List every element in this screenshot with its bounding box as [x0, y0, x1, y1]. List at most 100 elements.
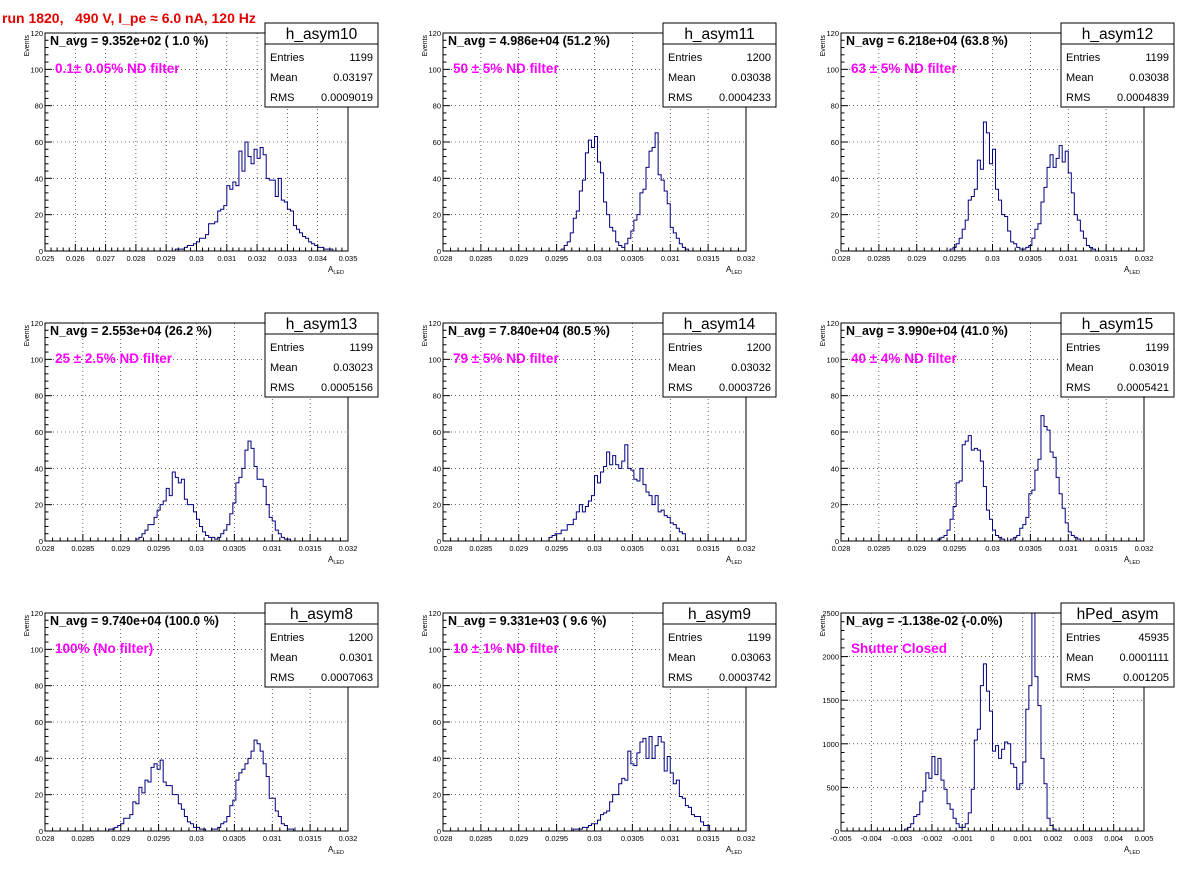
y-tick-label: 80: [831, 392, 839, 401]
x-tick-label: 0.0285: [867, 544, 890, 553]
stats-value: 1200: [349, 632, 373, 644]
y-axis-label: Events: [820, 35, 827, 57]
x-tick-label: 0.003: [1074, 834, 1093, 843]
stats-label: Entries: [668, 52, 703, 64]
x-tick-label: 0.029: [509, 834, 528, 843]
x-axis-label: ALED: [328, 555, 344, 566]
x-axis-label-subscript: LED: [731, 850, 742, 856]
y-tick-label: 0: [39, 827, 43, 836]
y-tick-label: 120: [826, 29, 839, 38]
stats-label: Entries: [668, 632, 703, 644]
x-tick-label: 0.0285: [867, 254, 890, 263]
y-tick-label: 40: [35, 464, 43, 473]
stats-label: Entries: [1066, 632, 1101, 644]
x-tick-label: 0.0315: [697, 544, 720, 553]
stats-value: 0.0009019: [321, 92, 373, 104]
x-tick-label: -0.003: [891, 834, 912, 843]
y-tick-label: 20: [35, 791, 43, 800]
x-tick-label: 0.0295: [943, 544, 966, 553]
histogram-title: h_asym10: [286, 26, 358, 43]
y-tick-label: 120: [30, 319, 43, 328]
y-tick-label: 40: [433, 754, 441, 763]
stats-box: [662, 22, 777, 108]
y-tick-label: 80: [433, 392, 441, 401]
stats-value: 0.0005156: [321, 382, 373, 394]
histogram-panel: 0.028 0.0285 0.029 0.0295 0.03 0.0305 0.031 0.0…: [820, 312, 1175, 566]
y-axis-label: Events: [24, 325, 31, 347]
x-tick-label: 0.0305: [1019, 544, 1042, 553]
y-tick-label: 40: [831, 174, 839, 183]
x-tick-label: 0.028: [832, 254, 851, 263]
histogram-title: hPed_asym: [1077, 606, 1159, 623]
x-tick-label: -0.005: [830, 834, 851, 843]
histogram-line: [841, 415, 1144, 542]
x-tick-label: 0.0285: [469, 544, 492, 553]
filter-label: 25 ± 2.5% ND filter: [55, 351, 173, 366]
x-tick-label: 0.028: [434, 254, 453, 263]
histogram-title: h_asym13: [286, 316, 358, 333]
x-tick-label: 0.03: [587, 254, 602, 263]
page-title: run 1820, 490 V, I_pe ≈ 6.0 nA, 120 Hz: [2, 10, 256, 26]
y-tick-label: 0: [39, 537, 43, 546]
x-tick-label: 0.031: [263, 834, 282, 843]
stats-value: 45935: [1138, 632, 1169, 644]
y-axis-label: Events: [820, 325, 827, 347]
x-tick-label: 0.032: [737, 254, 756, 263]
x-tick-label: -0.002: [921, 834, 942, 843]
stats-value: 1199: [349, 52, 373, 64]
x-tick-label: 0.0305: [1019, 254, 1042, 263]
stats-value: 0.0004233: [719, 92, 771, 104]
stats-label: Mean: [1066, 72, 1094, 84]
n-avg-label: N_avg = 6.218e+04 (63.8 %): [846, 34, 1008, 48]
filter-label: 79 ± 5% ND filter: [453, 351, 559, 366]
histogram-panel: -0.005 -0.004 -0.003 -0.002 -0.001 0 0.001 0.00…: [820, 602, 1175, 856]
y-tick-label: 100: [30, 645, 43, 654]
x-tick-label: 0.0295: [545, 544, 568, 553]
x-tick-label: 0.0315: [299, 834, 322, 843]
x-tick-label: 0.028: [434, 544, 453, 553]
x-tick-label: 0.03: [985, 544, 1000, 553]
histogram-title: h_asym14: [684, 316, 756, 333]
y-tick-label: 80: [35, 682, 43, 691]
y-tick-label: 80: [35, 102, 43, 111]
x-axis-label: ALED: [726, 845, 742, 856]
n-avg-label: N_avg = 2.553e+04 (26.2 %): [50, 324, 212, 338]
n-avg-label: N_avg = 9.740e+04 (100.0 %): [50, 614, 219, 628]
y-tick-label: 20: [831, 501, 839, 510]
x-tick-label: 0.0305: [621, 544, 644, 553]
x-tick-label: 0.03: [985, 254, 1000, 263]
x-tick-label: 0.029: [157, 254, 176, 263]
histogram-panel: 0.028 0.0285 0.029 0.0295 0.03 0.0305 0.031 0.0…: [24, 602, 379, 856]
filter-label: 100% (No filter): [55, 641, 153, 656]
x-axis-label-subscript: LED: [1129, 560, 1140, 566]
x-tick-label: 0.005: [1135, 834, 1154, 843]
n-avg-label: N_avg = 9.331e+03 ( 9.6 %): [448, 614, 606, 628]
y-tick-label: 80: [433, 682, 441, 691]
stats-box: [264, 602, 379, 688]
stats-value: 0.03038: [731, 72, 771, 84]
n-avg-label: N_avg = 7.840e+04 (80.5 %): [448, 324, 610, 338]
stats-box: [662, 602, 777, 688]
histogram-title: h_asym9: [688, 606, 751, 623]
stats-label: Mean: [668, 362, 696, 374]
x-tick-label: 0.0305: [621, 254, 644, 263]
stats-box: [1060, 22, 1175, 108]
x-axis-label: ALED: [1124, 845, 1140, 856]
y-tick-label: 2500: [822, 609, 839, 618]
stats-label: RMS: [270, 672, 294, 684]
x-axis-label-subscript: LED: [1129, 850, 1140, 856]
stats-value: 1199: [1145, 342, 1169, 354]
y-tick-label: 120: [428, 319, 441, 328]
y-tick-label: 60: [433, 718, 441, 727]
stats-value: 0.0001111: [1119, 652, 1169, 664]
y-tick-label: 0: [835, 537, 839, 546]
histogram-title: h_asym15: [1082, 316, 1154, 333]
y-tick-label: 100: [428, 355, 441, 364]
y-tick-label: 20: [433, 501, 441, 510]
stats-box: [1060, 312, 1175, 398]
x-tick-label: 0.029: [907, 544, 926, 553]
y-tick-label: 20: [35, 211, 43, 220]
y-tick-label: 60: [35, 428, 43, 437]
x-tick-label: 0.035: [339, 254, 358, 263]
y-tick-label: 60: [35, 718, 43, 727]
